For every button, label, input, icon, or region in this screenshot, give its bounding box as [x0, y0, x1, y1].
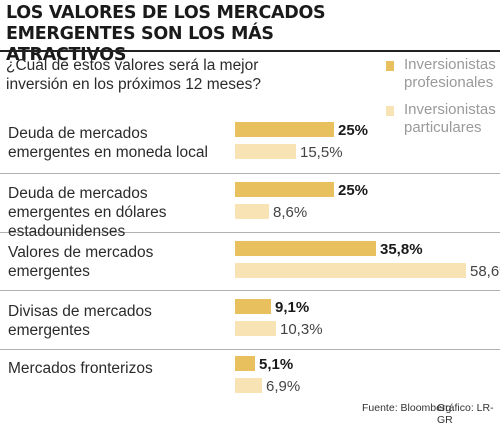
source-note: Fuente: Bloomberg [362, 402, 452, 414]
value-label-profesionales: 35,8% [380, 241, 423, 258]
bar-particulares [235, 263, 466, 278]
bar-profesionales [235, 356, 255, 371]
group-divider [0, 173, 500, 174]
value-label-profesionales: 5,1% [259, 356, 294, 373]
category-label: Deuda de mercados emergentes en dólares … [8, 185, 167, 240]
bar-particulares [235, 378, 262, 393]
bar-particulares [235, 204, 269, 219]
legend-swatch-profesionales [386, 61, 394, 71]
value-label-particulares: 15,5% [300, 144, 343, 161]
bar-profesionales [235, 241, 376, 256]
header-rule [0, 50, 500, 52]
bar-profesionales [235, 182, 334, 197]
legend-swatch-particulares [386, 106, 394, 116]
category-label: Divisas de mercados emergentes [8, 303, 152, 339]
bar-particulares [235, 321, 276, 336]
bar-profesionales [235, 122, 334, 137]
group-divider [0, 290, 500, 291]
value-label-particulares: 10,3% [280, 321, 323, 338]
value-label-particulares: 8,6% [273, 204, 308, 221]
credit-note: Gráfico: LR-GR [437, 402, 494, 426]
category-label: Valores de mercados emergentes [8, 244, 154, 280]
value-label-profesionales: 25% [338, 122, 369, 139]
bar-particulares [235, 144, 296, 159]
bar-profesionales [235, 299, 271, 314]
value-label-profesionales: 25% [338, 182, 369, 199]
group-divider [0, 349, 500, 350]
value-label-particulares: 58,6% [470, 263, 500, 280]
value-label-particulares: 6,9% [266, 378, 301, 395]
legend-label-profesionales: Inversionistas profesionales [404, 56, 496, 91]
value-label-profesionales: 9,1% [275, 299, 310, 316]
category-label: Mercados fronterizos [8, 360, 153, 377]
chart-subtitle: ¿Cuál de estos valores será la mejor inv… [6, 57, 262, 93]
legend-label-particulares: Inversionistas particulares [404, 101, 496, 136]
group-divider [0, 232, 500, 233]
category-label: Deuda de mercados emergentes en moneda l… [8, 125, 208, 161]
